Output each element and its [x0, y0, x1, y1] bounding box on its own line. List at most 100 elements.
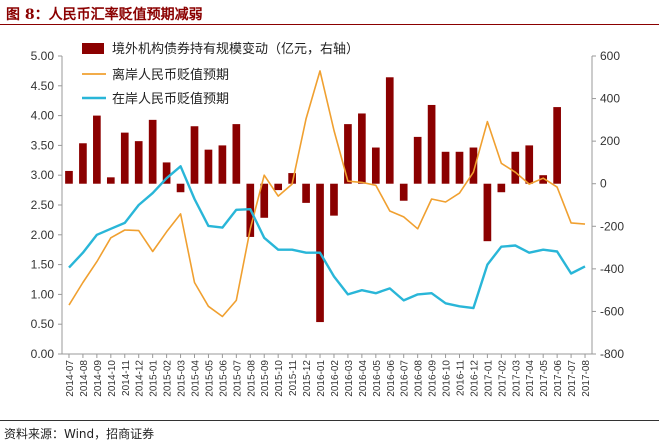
bar-2014-09: [93, 115, 101, 184]
right-tick-label: 0: [600, 177, 607, 191]
bar-2014-12: [134, 141, 143, 184]
right-tick-label: -400: [600, 262, 624, 276]
x-tick-label: 2017-04: [525, 360, 536, 397]
x-tick-label: 2016-11: [456, 360, 467, 396]
x-tick-label: 2015-05: [204, 360, 215, 397]
x-tick-label: 2016-05: [372, 360, 383, 397]
bar-2017-01: [483, 183, 492, 242]
right-tick-label: -600: [600, 304, 624, 318]
bar-2015-11: [288, 173, 296, 184]
x-tick-label: 2014-12: [135, 360, 146, 397]
left-tick-label: 0.50: [31, 317, 55, 331]
bar-2016-02: [330, 183, 338, 216]
x-tick-label: 2015-07: [232, 360, 243, 397]
left-tick-label: 3.00: [31, 168, 55, 182]
bar-2015-07: [232, 124, 241, 184]
bar-2017-04: [525, 145, 534, 184]
bar-2015-03: [176, 183, 185, 193]
x-tick-label: 2017-02: [497, 360, 508, 397]
bar-2015-12: [302, 183, 310, 203]
bar-2016-05: [371, 147, 380, 184]
x-tick-label: 2016-09: [428, 360, 439, 397]
x-tick-label: 2015-06: [218, 360, 229, 397]
legend-label-bonds: 境外机构债券持有规模变动（亿元，右轴）: [112, 41, 359, 57]
source-note: 资料来源：Wind，招商证券: [4, 427, 155, 441]
bar-2016-07: [399, 183, 408, 201]
x-tick-label: 2015-08: [246, 360, 257, 397]
x-tick-label: 2016-01: [316, 360, 327, 397]
right-tick-label: 400: [600, 92, 620, 106]
chart-axes: 5.00 4.50 4.00 3.50 3.00 2.50 2.00 1.50 1.00 0.50…: [31, 49, 625, 397]
x-tick-label: 2015-10: [274, 360, 285, 397]
left-tick-label: 5.00: [31, 49, 55, 63]
x-tick-label: 2016-02: [330, 360, 341, 397]
bar-2015-09: [260, 183, 269, 218]
x-tick-label: 2014-11: [121, 360, 132, 396]
bar-2016-06: [385, 77, 394, 184]
bar-2016-03: [344, 124, 352, 184]
bar-2017-06: [553, 107, 561, 184]
left-tick-label: 4.00: [31, 109, 55, 123]
bar-2014-10: [106, 177, 115, 184]
x-tick-label: 2017-06: [553, 360, 564, 397]
left-tick-label: 2.50: [31, 198, 55, 212]
legend-swatch-bonds: [82, 43, 104, 54]
x-tick-label: 2016-08: [414, 360, 425, 397]
bar-series: [65, 77, 561, 323]
x-tick-label: 2014-09: [93, 360, 104, 397]
bar-2014-11: [120, 132, 129, 184]
figure-title: 图 8：人民币汇率贬值预期减弱: [6, 7, 203, 23]
left-tick-label: 1.50: [31, 258, 55, 272]
bar-2016-12: [469, 147, 478, 184]
offshore-depreciation-line: [68, 70, 586, 318]
legend-label-offshore: 离岸人民币贬值预期: [112, 67, 229, 83]
right-tick-label: 200: [600, 134, 620, 148]
x-tick-label: 2015-03: [177, 360, 188, 397]
x-tick-label: 2017-07: [567, 360, 578, 397]
x-tick-label: 2016-03: [344, 360, 355, 397]
x-tick-label: 2014-07: [65, 360, 76, 397]
bar-2016-08: [413, 136, 422, 184]
x-tick-label: 2017-05: [539, 360, 550, 397]
x-tick-label: 2017-03: [511, 360, 522, 397]
x-tick-label: 2015-09: [260, 360, 271, 397]
left-tick-label: 2.00: [31, 228, 55, 242]
line-series: [68, 70, 586, 318]
bar-2016-04: [358, 113, 366, 184]
x-tick-label: 2017-08: [581, 360, 592, 397]
bar-2016-10: [441, 151, 450, 184]
bar-2014-08: [79, 143, 87, 184]
x-tick-label: 2016-06: [386, 360, 397, 397]
legend-label-onshore: 在岸人民币贬值预期: [112, 91, 229, 107]
right-tick-label: -800: [600, 347, 624, 361]
bar-2015-04: [190, 126, 199, 184]
right-tick-label: -200: [600, 219, 624, 233]
x-tick-label: 2015-01: [149, 360, 160, 397]
bar-2016-09: [427, 104, 436, 184]
bar-2017-02: [497, 183, 506, 193]
x-tick-label: 2015-04: [191, 360, 202, 397]
left-tick-label: 3.50: [31, 138, 55, 152]
x-tick-label: 2017-01: [483, 360, 494, 397]
bar-2014-07: [65, 170, 73, 184]
bar-2015-01: [148, 119, 157, 184]
title-divider: [0, 24, 659, 25]
left-tick-label: 1.00: [31, 287, 55, 301]
right-tick-label: 600: [600, 49, 620, 63]
bar-2017-03: [511, 151, 520, 184]
x-tick-label: 2014-10: [107, 360, 118, 397]
x-tick-label: 2015-02: [163, 360, 174, 397]
x-tick-label: 2016-12: [469, 360, 480, 397]
bar-2015-06: [218, 145, 227, 184]
onshore-depreciation-line: [68, 165, 586, 310]
bar-2015-10: [274, 183, 283, 191]
left-tick-label: 0.00: [31, 347, 55, 361]
left-tick-label: 4.50: [31, 79, 55, 93]
bar-2017-05: [539, 175, 548, 184]
x-tick-label: 2016-07: [400, 360, 411, 397]
source-divider: [0, 420, 659, 421]
x-tick-label: 2016-04: [358, 360, 369, 397]
